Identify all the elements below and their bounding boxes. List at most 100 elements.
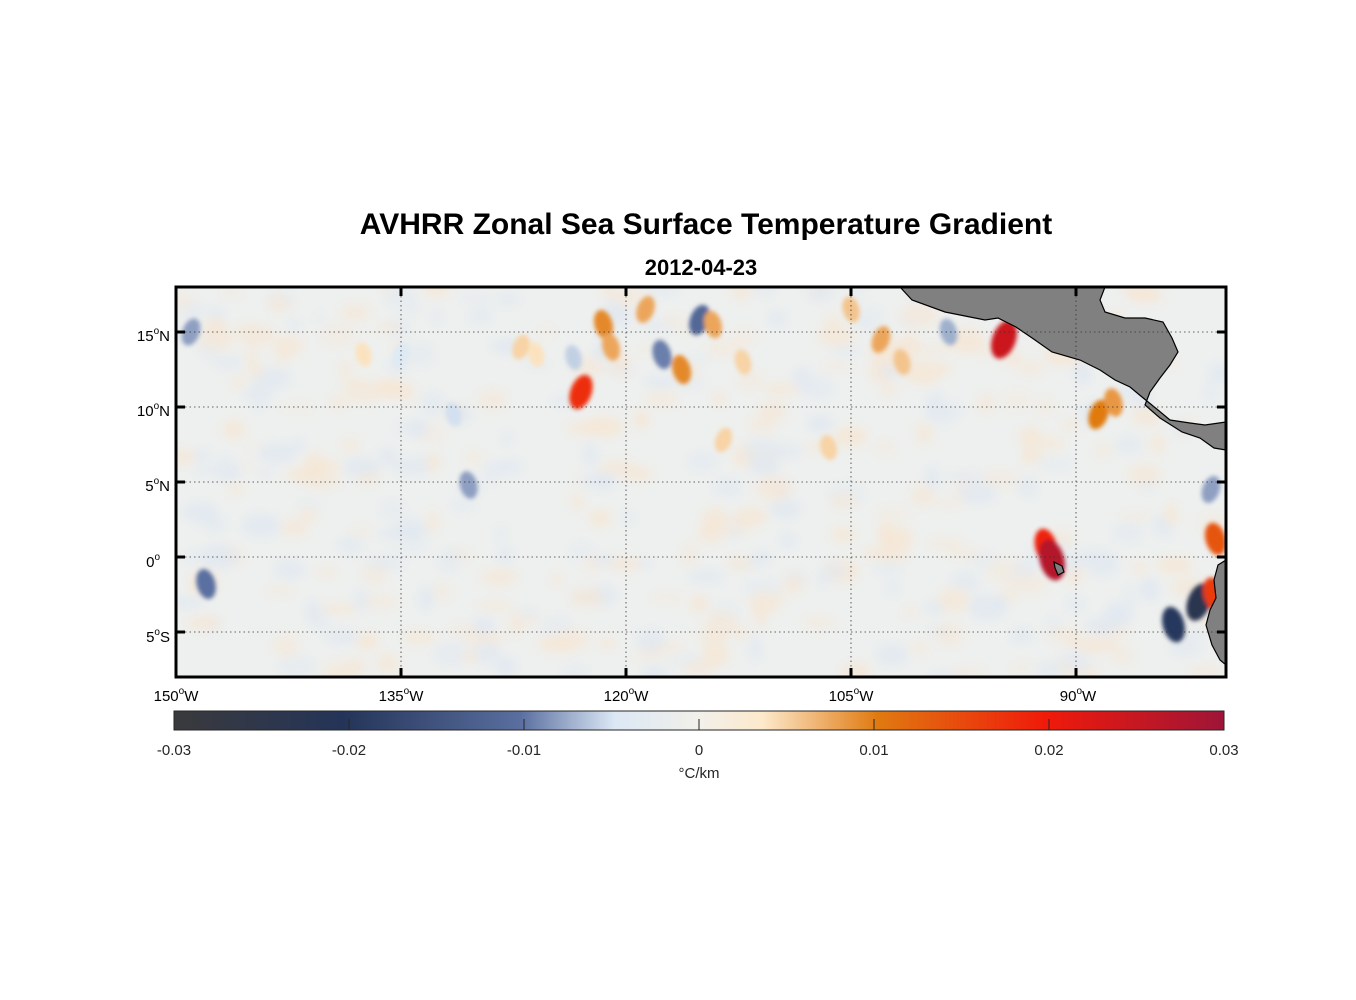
texture-patch [273, 334, 305, 357]
texture-patch [581, 442, 599, 468]
texture-patch [324, 630, 360, 645]
texture-patch [780, 575, 804, 596]
texture-patch [202, 515, 226, 533]
texture-patch [437, 548, 462, 572]
texture-patch [337, 536, 364, 555]
colorbar: -0.03 -0.02 -0.01 0 0.01 0.02 0.03 °C/km [157, 710, 1239, 782]
texture-patch [245, 344, 259, 371]
texture-patch [598, 638, 617, 649]
gradient-feature [355, 342, 372, 367]
texture-patch [908, 642, 932, 654]
gradient-feature [652, 339, 672, 370]
texture-patch [935, 621, 964, 648]
texture-patch [349, 525, 374, 537]
texture-patch [287, 317, 300, 331]
texture-patch [926, 465, 939, 491]
gradient-feature [893, 349, 911, 375]
texture-patch [1168, 638, 1201, 657]
texture-patch [266, 585, 295, 596]
texture-patch [937, 587, 970, 613]
texture-patch [480, 568, 519, 587]
texture-patch [241, 513, 281, 538]
texture-patch [176, 596, 205, 609]
texture-patch [769, 500, 802, 519]
texture-patch [981, 468, 1019, 490]
texture-patch [320, 603, 359, 614]
lat-tick-labels: 15oN 10oN 5oN 0o 5oS [137, 326, 170, 646]
texture-patch [748, 458, 779, 475]
texture-patch [407, 303, 421, 314]
texture-patch [494, 291, 521, 307]
lon-tick-labels: 150oW 135oW 120oW 105oW 90oW [154, 686, 1097, 705]
texture-patch [462, 650, 479, 663]
texture-patch [298, 506, 318, 523]
texture-patch [220, 287, 243, 299]
texture-patch [608, 557, 642, 571]
texture-patch [704, 611, 738, 635]
gradient-feature [601, 333, 621, 361]
texture-patch [617, 304, 630, 330]
texture-patch [643, 287, 681, 296]
texture-patch [315, 567, 337, 577]
texture-patch [945, 471, 984, 482]
texture-patch [903, 361, 943, 385]
colorbar-tick-label: 0.01 [859, 742, 888, 759]
texture-patch [829, 525, 857, 543]
central-america-land [899, 287, 1226, 451]
texture-patch [873, 507, 913, 521]
texture-patch [780, 533, 797, 549]
texture-patch [729, 287, 752, 301]
gradient-feature [714, 427, 733, 453]
texture-patch [991, 595, 1007, 612]
texture-patch [750, 287, 778, 297]
gradient-feature [703, 310, 723, 339]
colorbar-tick-label: 0.02 [1034, 742, 1063, 759]
texture-patch [238, 461, 254, 471]
texture-patch [885, 577, 900, 597]
gradient-feature [196, 569, 216, 599]
texture-patch [422, 287, 452, 297]
texture-patch [192, 449, 212, 462]
texture-patch [634, 410, 650, 428]
texture-patch [1132, 562, 1147, 575]
texture-patch [352, 588, 371, 612]
texture-patch [258, 443, 297, 464]
texture-patch [958, 482, 997, 504]
gradient-feature [939, 318, 958, 346]
texture-patch [1010, 573, 1050, 594]
texture-patch [401, 630, 437, 645]
texture-patch [377, 446, 392, 456]
texture-patch [379, 499, 406, 521]
texture-patch [380, 381, 410, 400]
lat-label-0: 0o [146, 552, 160, 571]
sst-gradient-map [176, 287, 1226, 677]
graticule [176, 287, 1226, 677]
gradient-feature [734, 349, 752, 375]
texture-patch [636, 629, 666, 653]
texture-patch [391, 543, 430, 555]
land-masses [899, 287, 1226, 666]
texture-patch [399, 342, 437, 366]
texture-patch [272, 634, 299, 657]
texture-patch [1092, 442, 1112, 460]
texture-patch [713, 477, 742, 498]
gradient-feature [565, 344, 582, 371]
texture-patch [820, 362, 854, 371]
texture-patch [712, 391, 726, 407]
texture-patch [432, 580, 452, 603]
texture-patch [925, 400, 943, 418]
texture-patch [245, 364, 265, 379]
texture-patch [588, 508, 613, 527]
texture-patch [762, 382, 800, 397]
texture-patch [902, 334, 920, 357]
texture-patch [952, 571, 980, 592]
texture-patch [1123, 584, 1136, 611]
texture-patch [176, 293, 195, 309]
texture-patch [643, 375, 678, 388]
texture-patch [361, 593, 399, 610]
texture-patch [469, 307, 492, 324]
texture-patch [1204, 380, 1218, 404]
lat-label-5s: 5oS [146, 627, 170, 646]
texture-patch [229, 374, 247, 390]
colorbar-tick-label: -0.01 [507, 742, 541, 759]
